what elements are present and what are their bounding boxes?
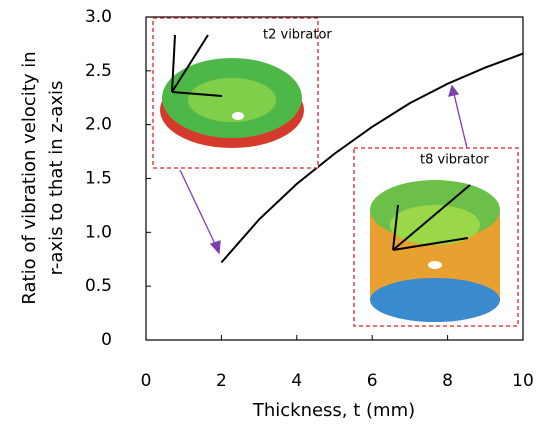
x-tick-label: 4 xyxy=(291,371,302,391)
inset-t8: t8 vibrator xyxy=(354,148,518,326)
chart: Thickness, t (mm) Ratio of vibration vel… xyxy=(0,0,544,428)
y-axis-label: r-axis to that in z-axis xyxy=(46,81,67,276)
x-tick-label: 2 xyxy=(216,371,227,391)
x-axis-label: Thickness, t (mm) xyxy=(252,400,415,421)
y-tick-label: 0 xyxy=(101,330,112,350)
y-tick-label: 1.5 xyxy=(85,169,112,189)
y-tick-label: 3.0 xyxy=(85,7,112,27)
y-tick-label: 2.0 xyxy=(85,115,112,135)
x-tick-label: 0 xyxy=(141,371,152,391)
y-axis-label: Ratio of vibration velocity in xyxy=(19,51,40,304)
y-tick-label: 2.5 xyxy=(85,61,112,81)
y-tick-label: 1.0 xyxy=(85,222,112,242)
annotation: t2 vibrator xyxy=(263,28,332,43)
x-tick-label: 10 xyxy=(512,371,534,391)
x-tick-label: 6 xyxy=(367,371,378,391)
y-tick-label: 0.5 xyxy=(85,276,112,296)
inset-t2: t2 vibrator xyxy=(153,18,332,168)
annotation: t8 vibrator xyxy=(420,153,489,168)
x-tick-label: 8 xyxy=(442,371,453,391)
